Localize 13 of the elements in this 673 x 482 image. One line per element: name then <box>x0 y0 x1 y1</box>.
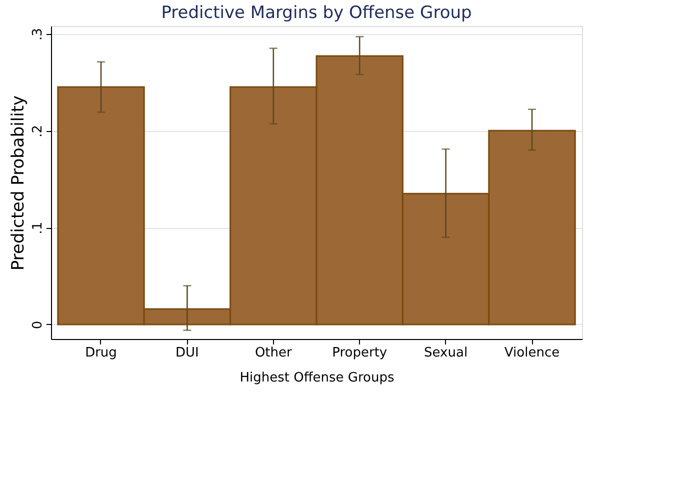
x-tick-label: Other <box>254 346 293 360</box>
x-axis-title: Highest Offense Groups <box>240 370 395 386</box>
y-tick-label: 0 <box>30 320 46 330</box>
y-tick-label: .1 <box>30 222 46 234</box>
y-tick-label: .3 <box>30 28 46 40</box>
x-tick-label: Violence <box>504 346 560 360</box>
x-tick-label: DUI <box>176 346 199 360</box>
x-tick-label: Property <box>332 346 388 360</box>
x-tick-label: Drug <box>85 346 117 360</box>
chart-title: Predictive Margins by Offense Group <box>161 3 472 23</box>
x-tick-label: Sexual <box>424 346 468 360</box>
y-axis-title: Predicted Probability <box>8 95 28 271</box>
y-tick-label: .2 <box>30 124 46 138</box>
